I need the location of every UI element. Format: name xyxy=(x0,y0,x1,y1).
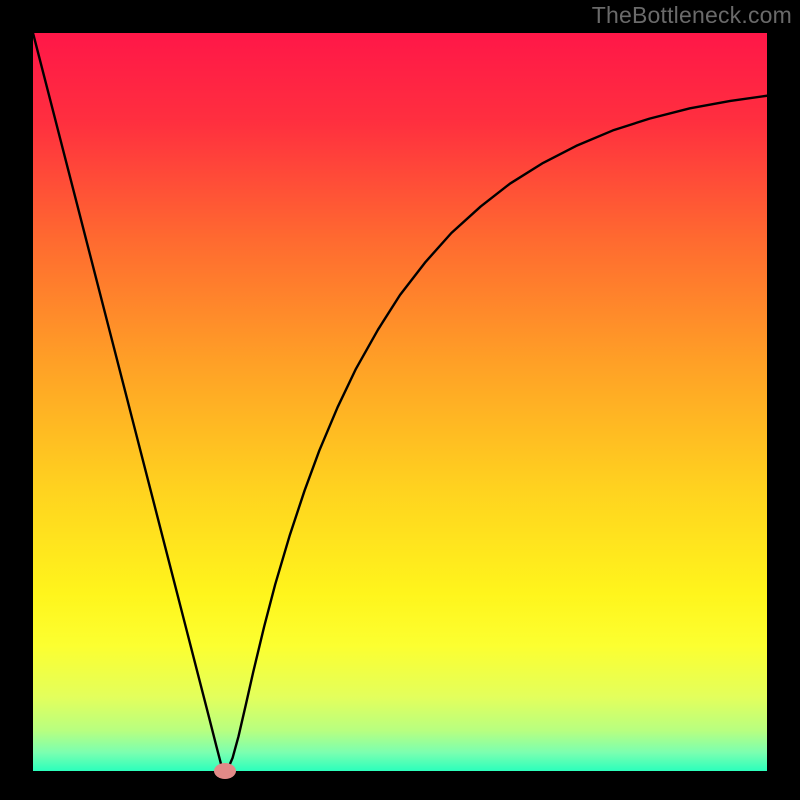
minimum-marker xyxy=(214,763,236,779)
watermark-text: TheBottleneck.com xyxy=(592,2,792,29)
chart-frame: TheBottleneck.com xyxy=(0,0,800,800)
bottleneck-curve xyxy=(33,33,767,771)
curve-svg xyxy=(33,33,767,771)
plot-area xyxy=(33,33,767,771)
